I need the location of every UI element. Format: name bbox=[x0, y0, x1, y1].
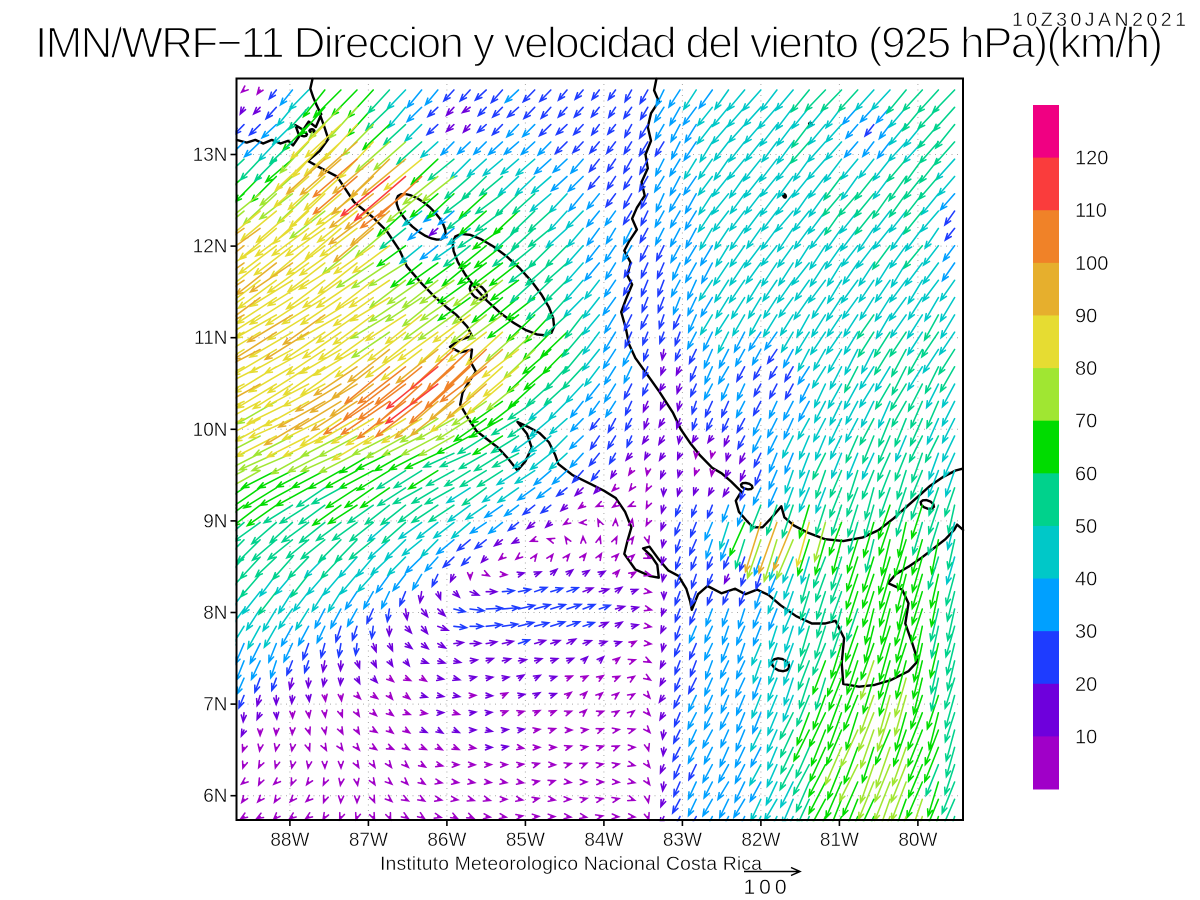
svg-text:8N: 8N bbox=[203, 603, 227, 624]
svg-text:10: 10 bbox=[1075, 726, 1097, 748]
svg-text:40: 40 bbox=[1075, 569, 1097, 591]
svg-text:84W: 84W bbox=[584, 830, 623, 851]
svg-text:12N: 12N bbox=[193, 237, 228, 258]
svg-text:83W: 83W bbox=[663, 830, 702, 851]
svg-text:7N: 7N bbox=[203, 695, 227, 716]
svg-text:88W: 88W bbox=[270, 830, 309, 851]
svg-text:100: 100 bbox=[1075, 253, 1108, 275]
svg-text:60: 60 bbox=[1075, 463, 1097, 485]
svg-text:70: 70 bbox=[1075, 411, 1097, 433]
svg-text:90: 90 bbox=[1075, 305, 1097, 327]
svg-text:20: 20 bbox=[1075, 674, 1097, 696]
svg-text:100: 100 bbox=[743, 876, 790, 899]
svg-text:50: 50 bbox=[1075, 516, 1097, 538]
svg-text:110: 110 bbox=[1075, 200, 1107, 222]
svg-text:10N: 10N bbox=[193, 420, 228, 441]
svg-text:85W: 85W bbox=[506, 830, 545, 851]
svg-text:13N: 13N bbox=[193, 145, 228, 166]
svg-text:82W: 82W bbox=[741, 830, 780, 851]
svg-text:6N: 6N bbox=[203, 786, 227, 807]
svg-text:11N: 11N bbox=[194, 328, 227, 349]
svg-text:30: 30 bbox=[1075, 621, 1097, 643]
svg-text:9N: 9N bbox=[203, 511, 227, 532]
svg-text:Instituto Meteorologico Nacion: Instituto Meteorologico Nacional Costa R… bbox=[380, 853, 762, 875]
svg-text:86W: 86W bbox=[427, 830, 466, 851]
svg-text:80: 80 bbox=[1075, 358, 1097, 380]
svg-text:80W: 80W bbox=[898, 830, 937, 851]
svg-text:120: 120 bbox=[1075, 148, 1108, 170]
svg-text:IMN/WRF−11 Direccion y velocid: IMN/WRF−11 Direccion y velocidad del vie… bbox=[35, 19, 1163, 68]
svg-text:81W: 81W bbox=[820, 830, 859, 851]
svg-text:10Z30JAN2021: 10Z30JAN2021 bbox=[1012, 9, 1186, 31]
svg-text:87W: 87W bbox=[349, 830, 388, 851]
